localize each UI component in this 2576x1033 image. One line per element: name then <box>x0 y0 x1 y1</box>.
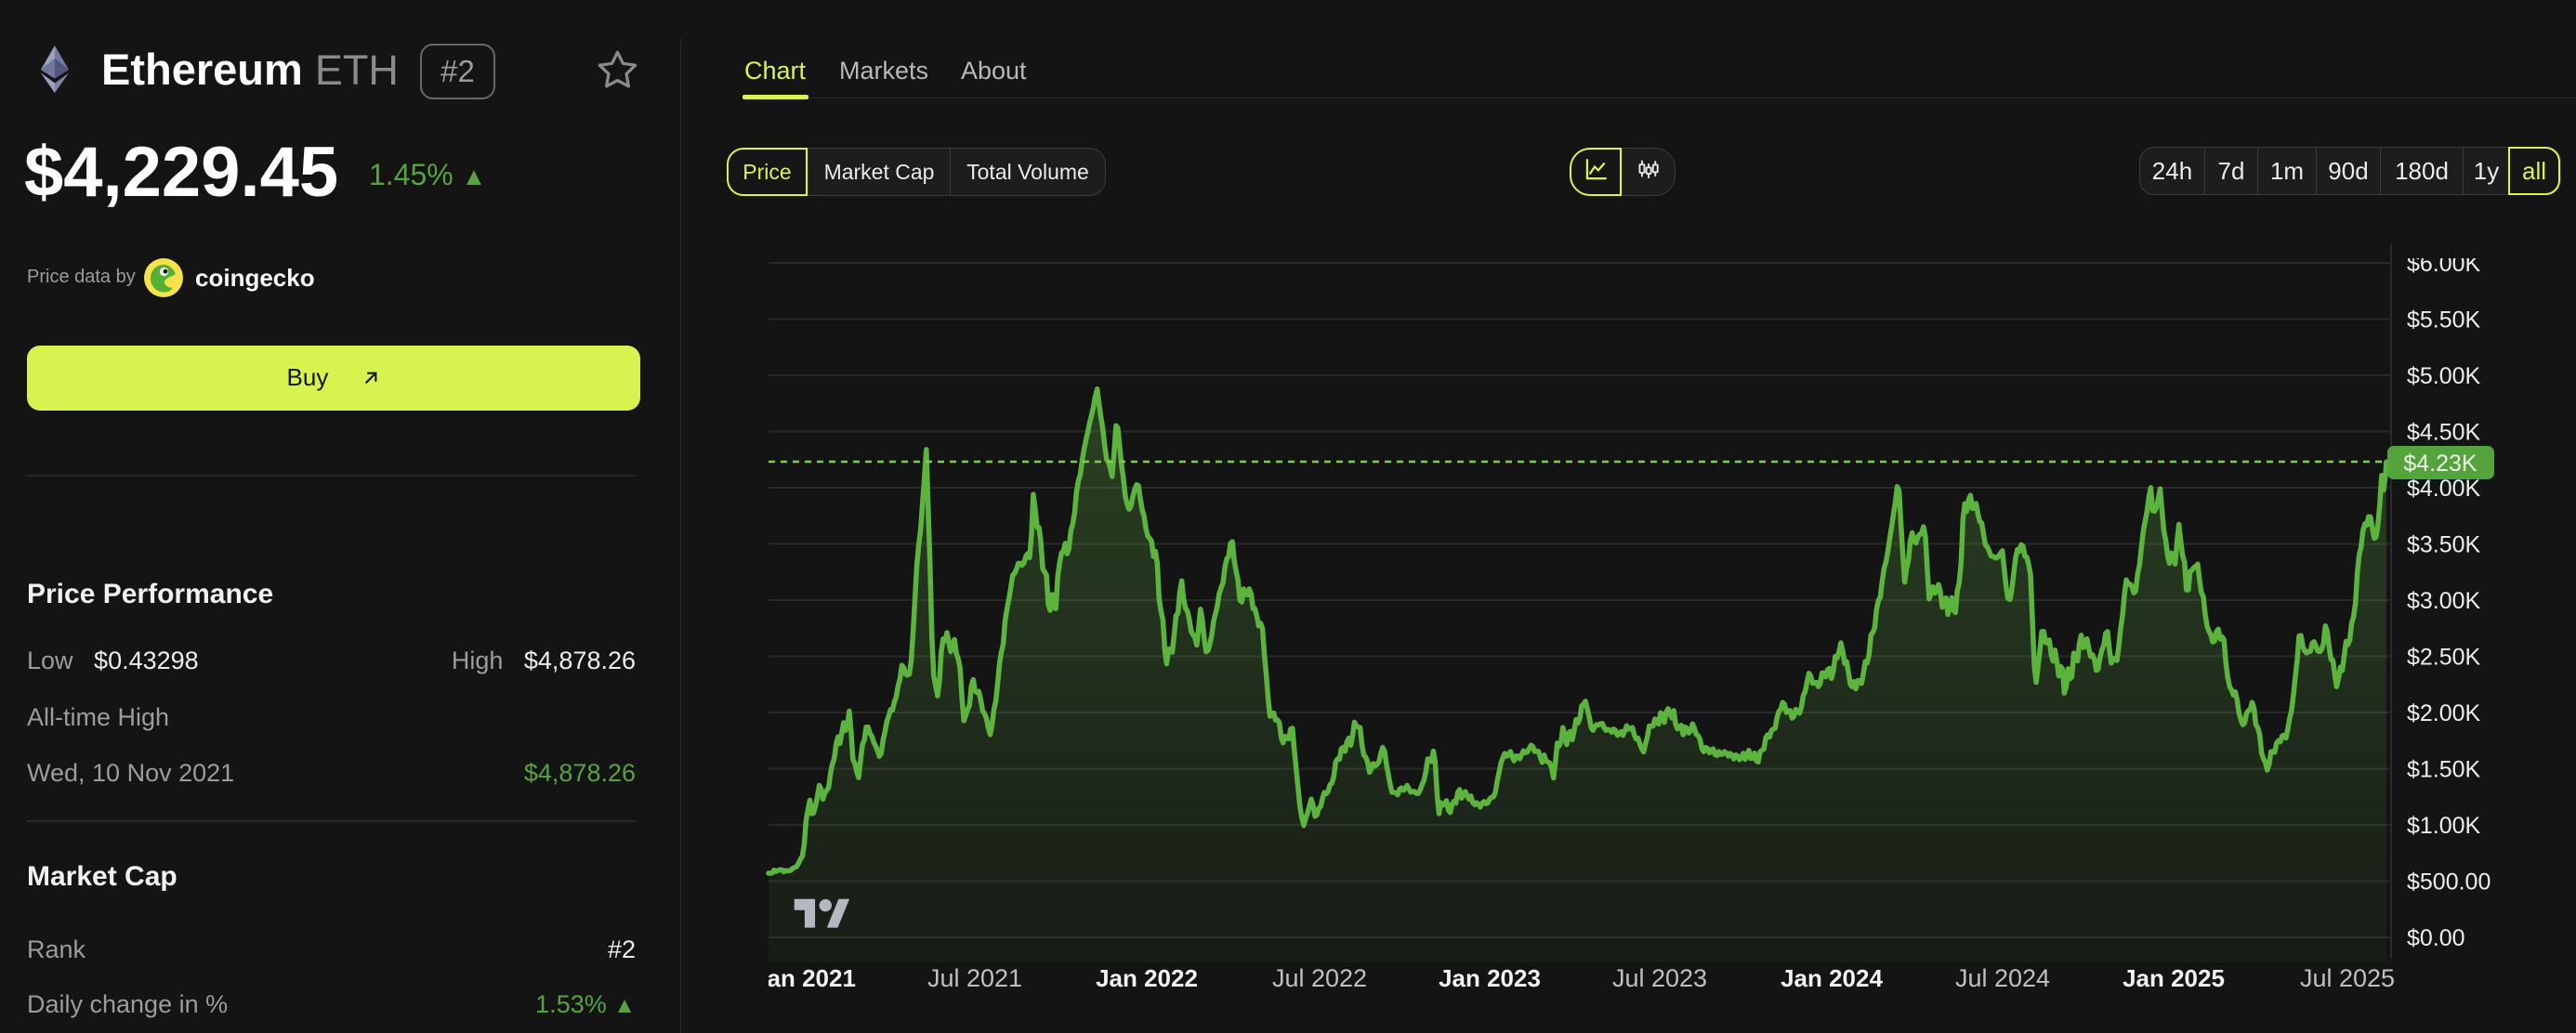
svg-text:$0.00: $0.00 <box>2407 925 2465 951</box>
svg-text:$3.50K: $3.50K <box>2407 532 2481 558</box>
svg-text:$5.00K: $5.00K <box>2407 363 2481 389</box>
svg-text:Jul 2021: Jul 2021 <box>927 964 1022 992</box>
svg-text:$4.50K: $4.50K <box>2407 420 2481 446</box>
svg-text:$4.23K: $4.23K <box>2403 451 2477 477</box>
svg-text:$2.50K: $2.50K <box>2407 645 2481 671</box>
svg-text:$1.50K: $1.50K <box>2407 757 2481 783</box>
svg-text:$2.00K: $2.00K <box>2407 700 2481 726</box>
svg-text:$500.00: $500.00 <box>2407 870 2491 896</box>
svg-text:Jul 2022: Jul 2022 <box>1272 964 1367 992</box>
svg-text:Jan 2023: Jan 2023 <box>1439 964 1541 992</box>
svg-text:$5.50K: $5.50K <box>2407 307 2481 333</box>
svg-text:Jul 2023: Jul 2023 <box>1612 964 1707 992</box>
svg-text:Jul 2025: Jul 2025 <box>2300 964 2395 992</box>
svg-text:Jan 2024: Jan 2024 <box>1781 964 1883 992</box>
svg-text:Jul 2024: Jul 2024 <box>1955 964 2050 992</box>
svg-text:Jan 2021: Jan 2021 <box>754 964 856 992</box>
svg-text:$4.00K: $4.00K <box>2407 476 2481 502</box>
svg-text:$1.00K: $1.00K <box>2407 813 2481 839</box>
svg-text:Jan 2022: Jan 2022 <box>1096 964 1198 992</box>
svg-text:$6.00K: $6.00K <box>2407 251 2481 277</box>
svg-text:$3.00K: $3.00K <box>2407 588 2481 614</box>
svg-text:Jan 2025: Jan 2025 <box>2123 964 2225 992</box>
